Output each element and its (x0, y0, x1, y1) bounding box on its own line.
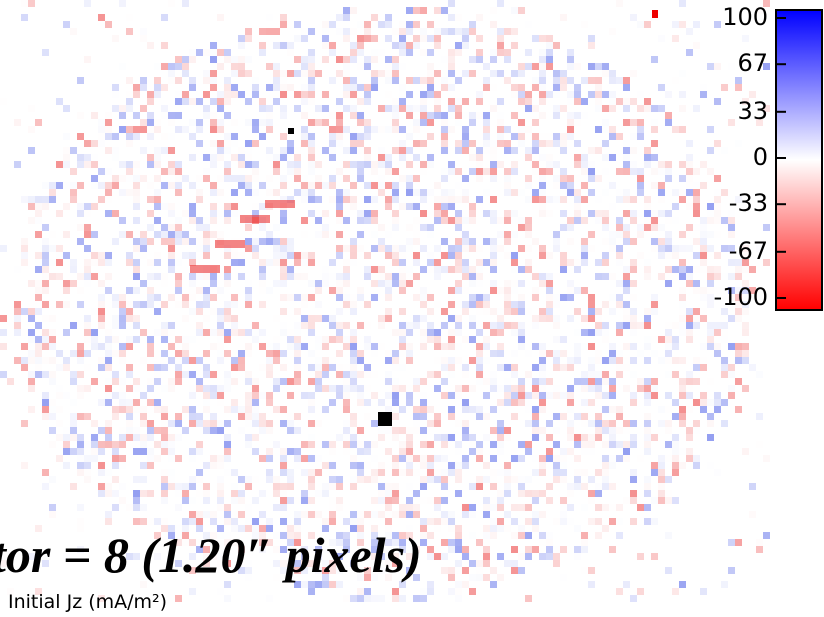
tick-label: 33 (737, 97, 768, 125)
tick-label: -100 (714, 283, 768, 311)
caption: tor = 8 (1.20″ pixels) (0, 527, 422, 583)
tick-label: 100 (722, 3, 768, 31)
tick-label: -33 (729, 189, 768, 217)
marker (652, 10, 658, 18)
tick-label: 67 (737, 49, 768, 77)
tick-label: -67 (729, 237, 768, 265)
axis-label: Initial Jz (mA/m²) (8, 591, 167, 613)
field-map (0, 0, 770, 602)
colorbar (776, 10, 822, 310)
tick-label: 0 (753, 143, 768, 171)
